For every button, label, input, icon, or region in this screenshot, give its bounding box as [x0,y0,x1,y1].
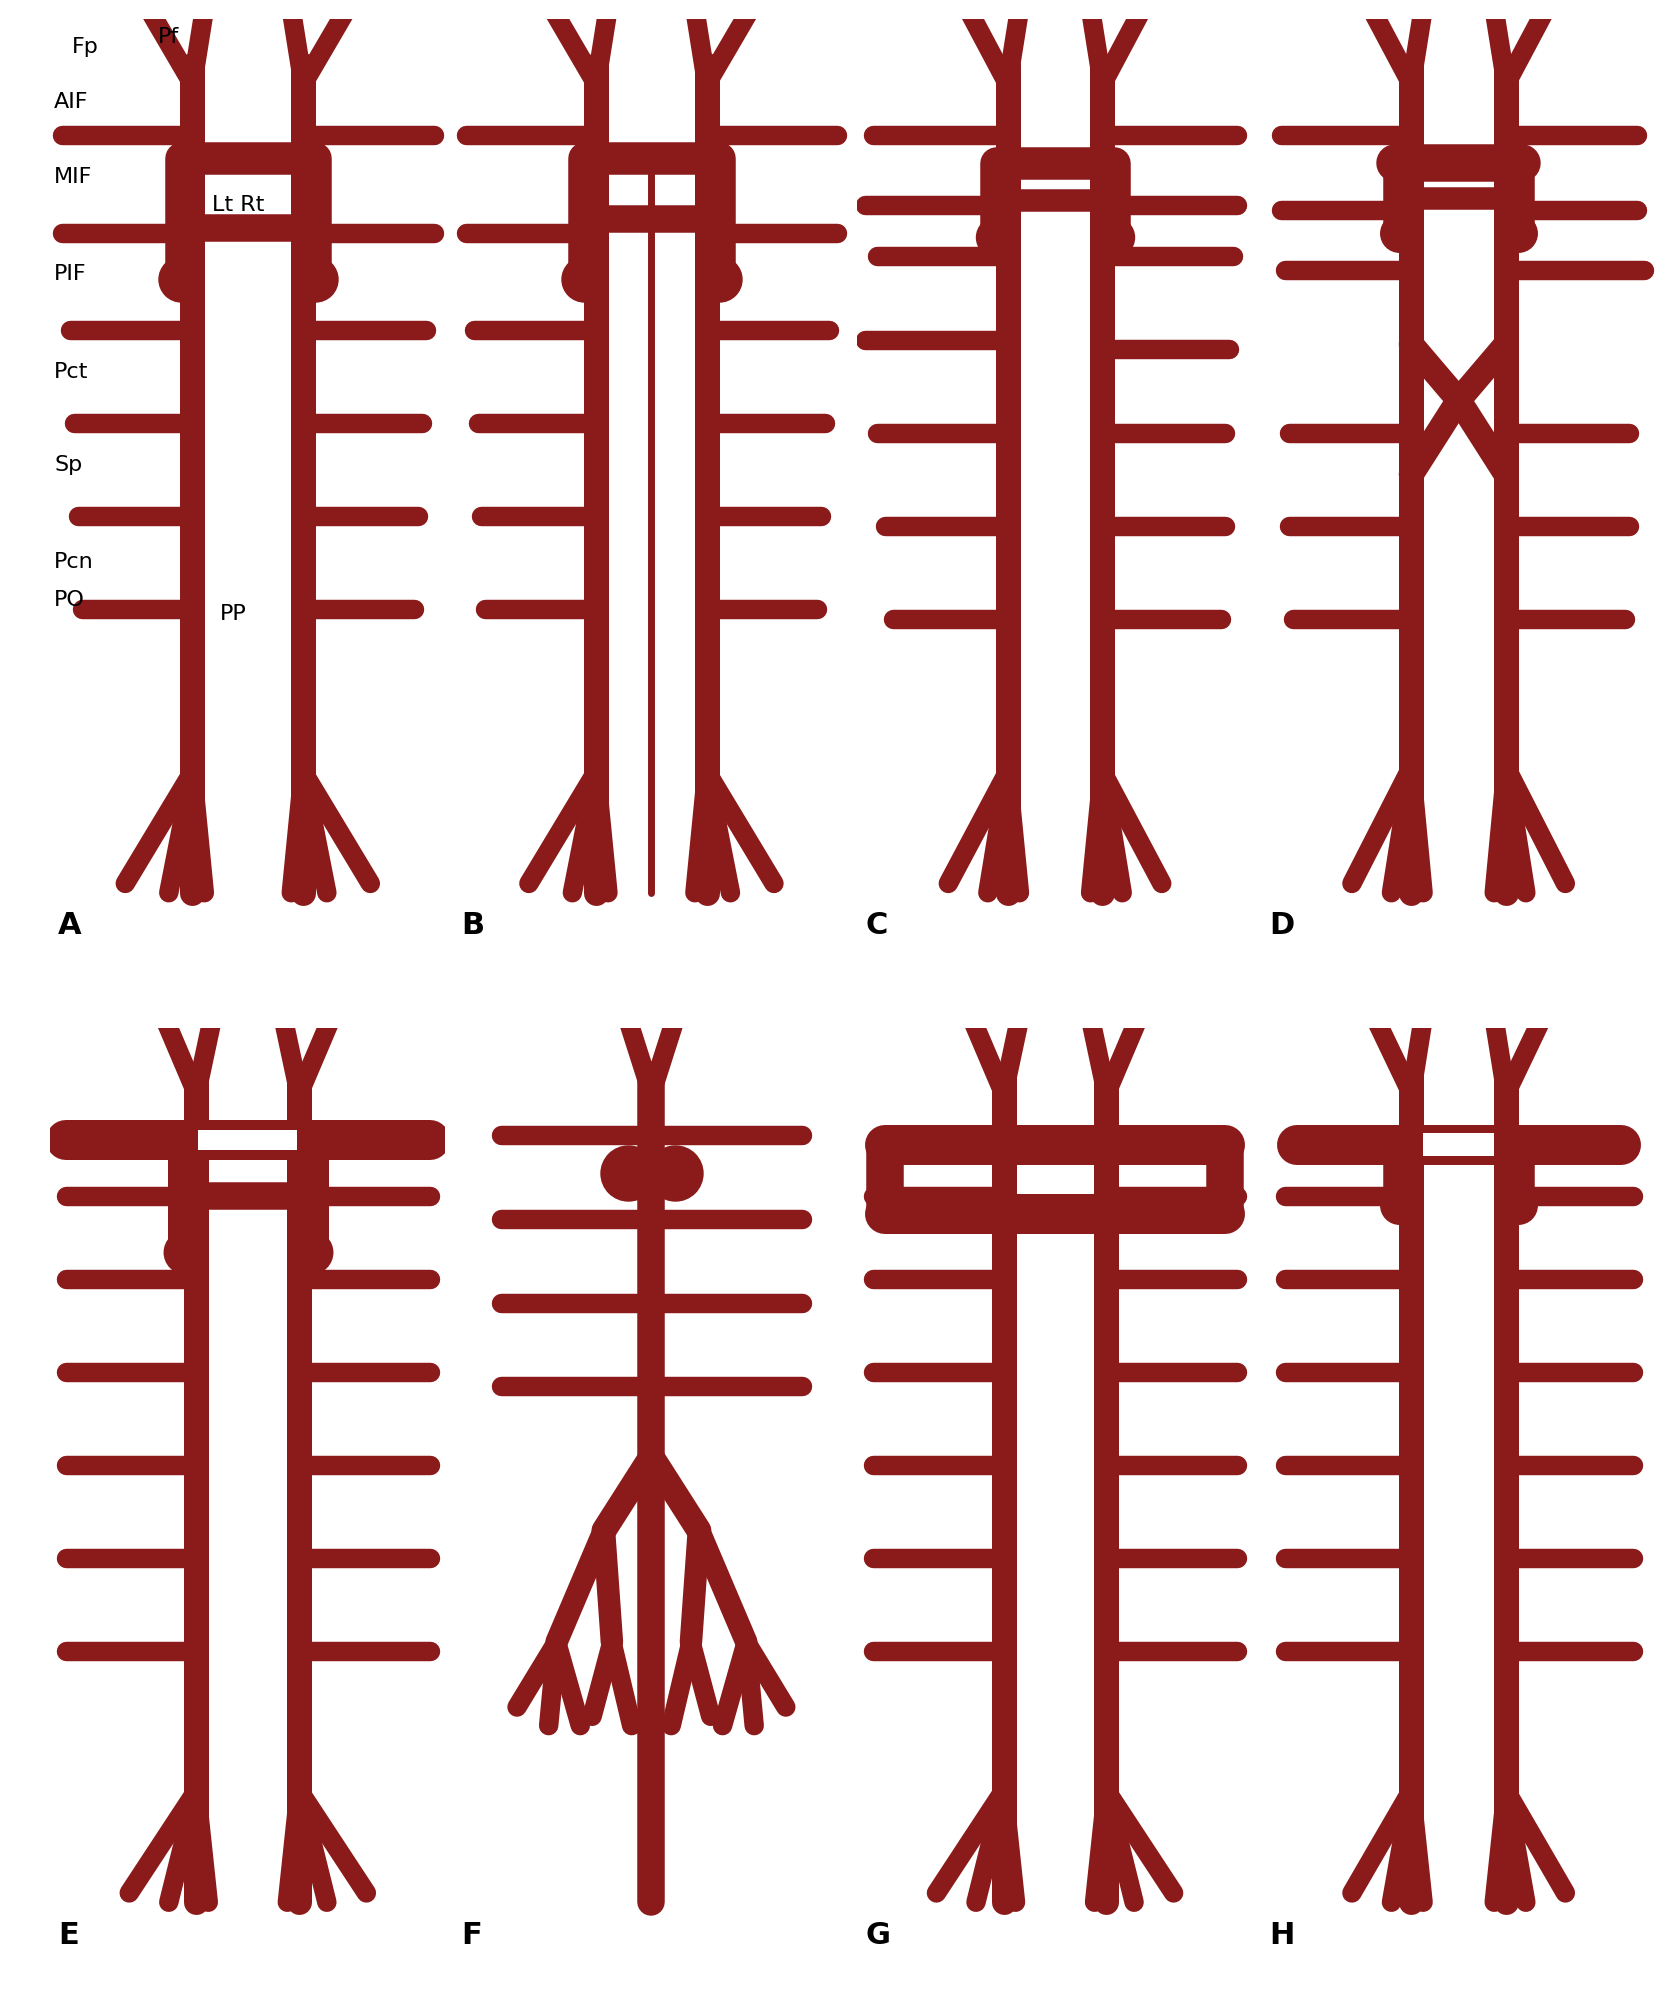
Text: PIF: PIF [54,264,87,284]
Text: Pct: Pct [54,362,89,382]
Text: F: F [462,1920,482,1948]
Text: C: C [865,911,888,939]
Text: Fp: Fp [72,36,99,56]
Text: PO: PO [54,589,85,609]
Text: MIF: MIF [54,166,92,186]
Text: Pcn: Pcn [54,551,94,571]
Text: G: G [865,1920,890,1948]
Text: PP: PP [221,603,248,623]
Bar [199,1131,298,1151]
Text: E: E [59,1920,79,1948]
Text: Lt Rt: Lt Rt [212,194,264,214]
Text: AIF: AIF [54,92,89,112]
Text: Pf: Pf [159,28,179,48]
Text: B: B [462,911,485,939]
Text: A: A [59,911,82,939]
Text: H: H [1268,1920,1295,1948]
Text: Sp: Sp [54,456,82,476]
Text: D: D [1268,911,1295,939]
Bar [1424,1133,1494,1157]
